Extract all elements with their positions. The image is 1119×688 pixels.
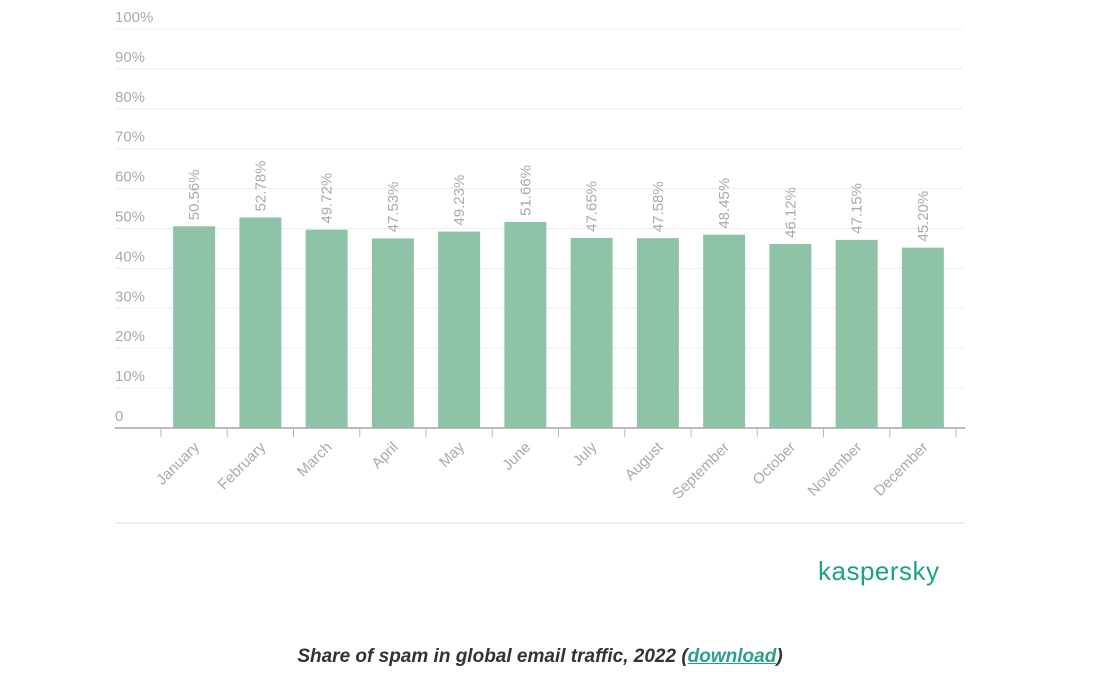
bar [703, 234, 746, 428]
y-tick-label: 80% [115, 89, 145, 106]
y-tick-label: 90% [115, 49, 145, 66]
x-tick-label: August [622, 438, 668, 484]
bar [305, 229, 348, 428]
chart: kaspersky 0 10% 20% 30% 40% 50% 60% 70% 80% 90% 10… [115, 9, 965, 586]
x-tick-label: May [436, 438, 468, 470]
x-tick-label: March [294, 439, 335, 480]
caption-end: ) [776, 646, 783, 667]
value-label: 48.45% [716, 178, 733, 229]
y-tick-label: 100% [115, 9, 153, 26]
caption-text: Share of spam in global email traffic, 2… [297, 646, 688, 667]
download-link[interactable]: download [687, 646, 777, 667]
logo: kaspersky [818, 556, 940, 586]
x-tick-label: July [570, 438, 601, 469]
value-label: 46.12% [782, 187, 799, 238]
bar [371, 238, 414, 428]
value-label: 47.58% [650, 181, 667, 232]
bar [636, 238, 679, 428]
value-label: 50.56% [186, 169, 203, 220]
value-label: 47.15% [849, 183, 866, 234]
value-label: 45.20% [915, 191, 932, 242]
x-tick-label: June [499, 439, 534, 474]
caption: Share of spam in global email traffic, 2… [0, 646, 1080, 668]
value-label: 47.65% [584, 181, 601, 232]
value-label: 49.23% [451, 175, 468, 226]
x-tick-label: December [871, 439, 932, 500]
y-tick-label: 20% [115, 328, 145, 345]
y-tick-label: 50% [115, 208, 145, 225]
y-tick-label: 60% [115, 169, 145, 186]
x-tick-label: November [804, 439, 865, 500]
x-tick-label: October [749, 439, 799, 489]
bar [173, 226, 216, 428]
value-label: 52.78% [252, 161, 269, 212]
x-tick-label: February [215, 438, 270, 493]
bar [901, 247, 944, 428]
bar [769, 243, 812, 428]
bar [504, 221, 547, 428]
y-tick-label: 30% [115, 288, 145, 305]
y-tick-label: 70% [115, 129, 145, 146]
x-tick-label: January [153, 438, 203, 488]
bar [570, 237, 613, 428]
value-label: 49.72% [319, 173, 336, 224]
bar [438, 231, 481, 428]
y-tick-label: 40% [115, 248, 145, 265]
bar [835, 239, 878, 428]
x-tick-label: September [669, 439, 733, 503]
bar [239, 217, 282, 428]
value-label: 47.53% [385, 181, 402, 232]
x-tick-label: April [368, 439, 401, 472]
y-tick-label: 10% [115, 368, 145, 385]
value-label: 51.66% [517, 165, 534, 216]
y-tick-label: 0 [115, 408, 123, 425]
